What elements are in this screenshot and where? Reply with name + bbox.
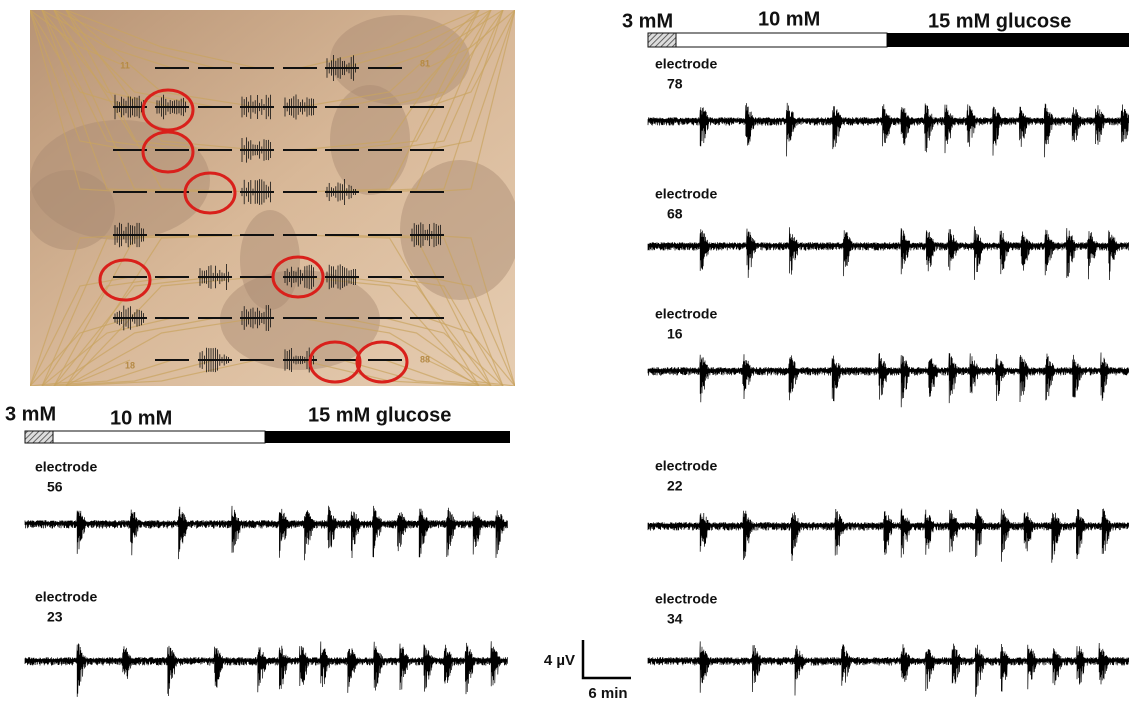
electrode-number: 34 — [667, 611, 683, 627]
tissue — [25, 170, 115, 250]
corner-label: 11 — [120, 60, 130, 70]
electrode-label: electrode — [655, 186, 717, 202]
trace — [648, 641, 1129, 696]
trace — [648, 353, 1129, 408]
protocol-10mm — [53, 431, 265, 443]
electrode-label: electrode — [35, 589, 97, 605]
trace — [648, 103, 1129, 157]
electrode-label: electrode — [655, 56, 717, 72]
scale-amplitude: 4 µV — [544, 652, 575, 669]
protocol-15mm — [265, 431, 510, 443]
protocol-label: 3 mM — [5, 403, 56, 425]
electrode-label: electrode — [655, 306, 717, 322]
protocol-label: 10 mM — [110, 407, 172, 429]
electrode-label: electrode — [655, 591, 717, 607]
scale-bar: 4 µV 6 min — [544, 640, 631, 702]
corner-label: 81 — [420, 58, 430, 68]
electrode-number: 68 — [667, 206, 683, 222]
scale-bar-lines — [583, 640, 631, 678]
electrode-number: 78 — [667, 76, 683, 92]
electrode-number: 16 — [667, 326, 683, 342]
trace — [25, 506, 507, 561]
protocol-label: 15 mM glucose — [928, 10, 1071, 32]
corner-label: 18 — [125, 360, 135, 370]
corner-label: 88 — [420, 354, 430, 364]
protocol-10mm — [676, 33, 887, 47]
protocol-3mm — [648, 33, 676, 47]
trace — [25, 641, 507, 697]
scale-time: 6 min — [588, 685, 627, 702]
electrode-label: electrode — [655, 458, 717, 474]
protocol-label: 3 mM — [622, 10, 673, 32]
trace — [648, 226, 1129, 280]
trace — [648, 509, 1129, 563]
electrode-number: 56 — [47, 479, 63, 495]
protocol-label: 15 mM glucose — [308, 404, 451, 426]
electrode-number: 22 — [667, 478, 683, 494]
protocol-3mm — [25, 431, 53, 443]
protocol-15mm — [887, 33, 1129, 47]
figure: 11 81 18 88 3 mM 10 mM 15 mM glucose 3 mM 1… — [0, 0, 1129, 726]
protocol-label: 10 mM — [758, 8, 820, 30]
electrode-label: electrode — [35, 459, 97, 475]
electrode-number: 23 — [47, 609, 63, 625]
micrograph: 11 81 18 88 — [25, 10, 520, 386]
